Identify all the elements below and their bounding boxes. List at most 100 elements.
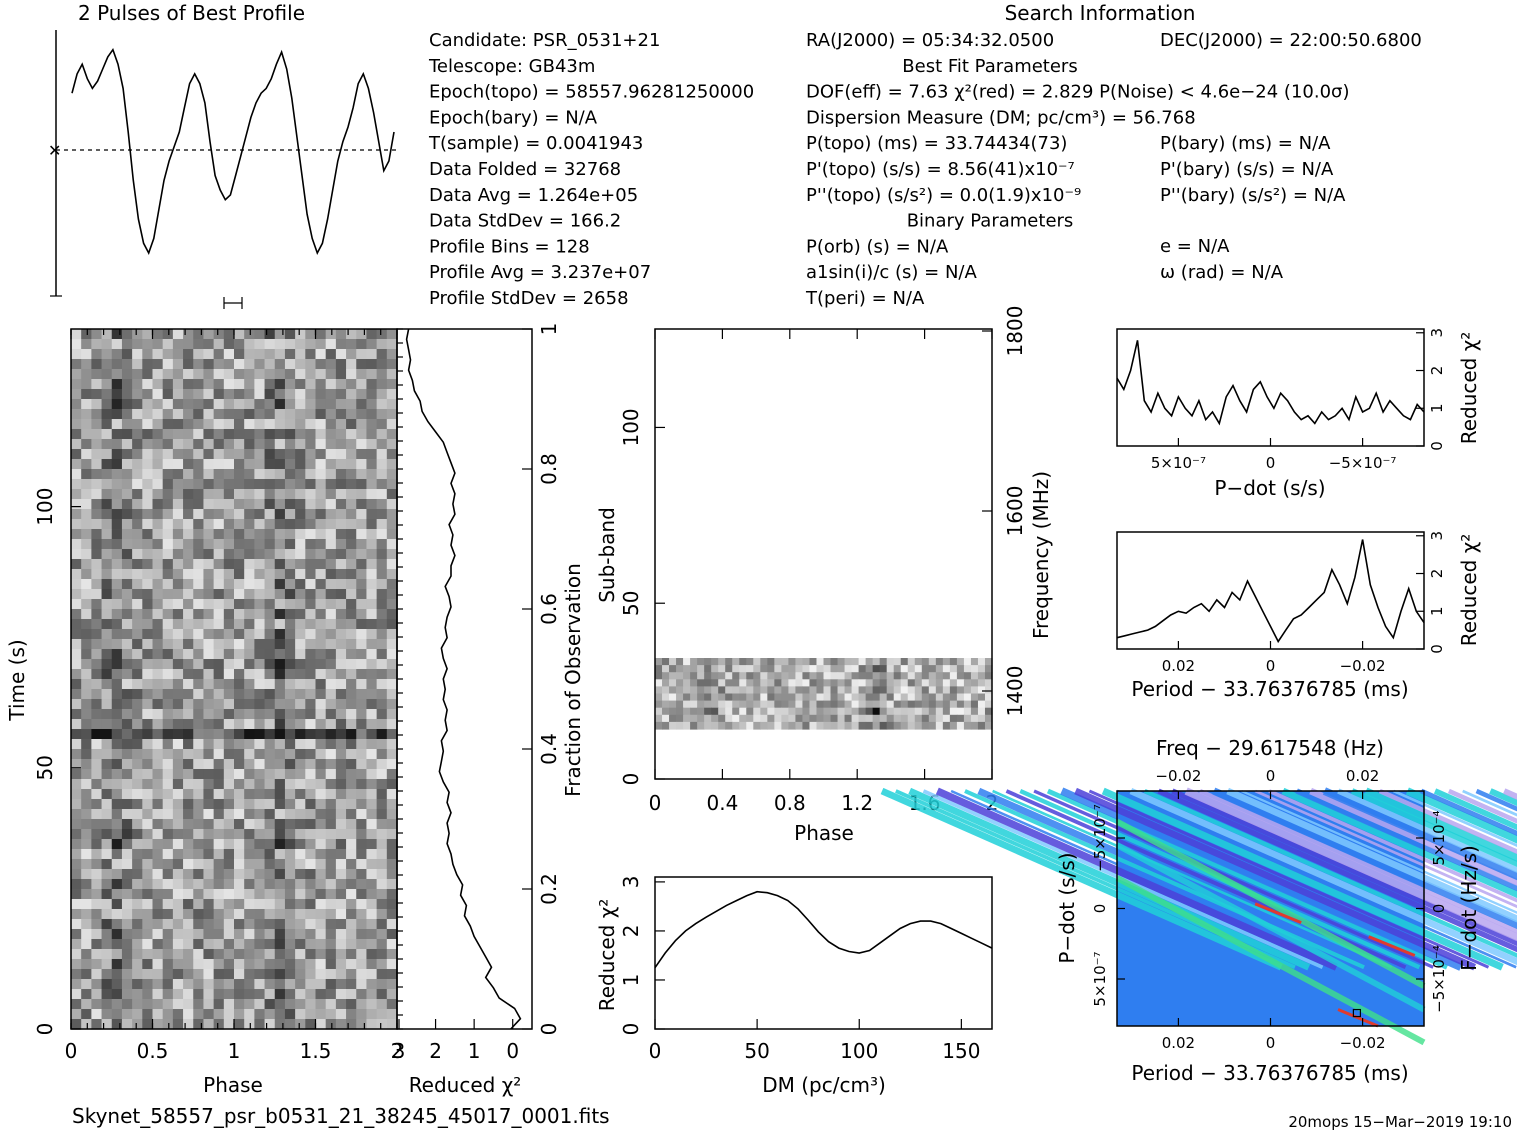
tick-label: 0 <box>1428 644 1446 654</box>
tick-label: 50 <box>619 590 643 615</box>
info-line: Data Folded = 32768 <box>429 159 621 180</box>
tick-label: 100 <box>840 1039 878 1063</box>
tick-label: −5×10⁻⁷ <box>1091 804 1109 872</box>
fraction-obs-label: Fraction of Observation <box>561 563 585 797</box>
timestamp: 20mops 15−Mar−2019 19:10 <box>1288 1113 1512 1131</box>
redchi-time-panel: 3 2 1 0 0 0.2 0.4 0.6 0.8 1 Reduced χ² Fraction o… <box>393 323 585 1097</box>
info-column-fit: RA(J2000) = 05:34:32.0500 Best Fit Parame… <box>805 30 1349 309</box>
info-line: P(topo) (ms) = 33.74434(73) <box>806 133 1067 154</box>
info-line: Profile Bins = 128 <box>429 236 590 257</box>
tick-label: 0.4 <box>706 791 738 815</box>
tick-label: −5×10⁻⁷ <box>1329 454 1397 472</box>
tick-label: 5×10⁻⁴ <box>1430 810 1448 865</box>
dm-curve <box>654 890 993 969</box>
info-line: Data Avg = 1.264e+05 <box>429 185 638 206</box>
tick-label: 0 <box>1091 904 1109 914</box>
tick-label: 1.5 <box>300 1039 332 1063</box>
tick-label: 0 <box>1266 657 1276 675</box>
info-line: Telescope: GB43m <box>428 56 595 77</box>
tick-label: 1 <box>1428 403 1446 413</box>
info-line: Profile StdDev = 2658 <box>429 288 629 309</box>
info-line: P''(topo) (s/s²) = 0.0(1.9)x10⁻⁹ <box>806 185 1081 206</box>
tick-label: 1 <box>228 1039 241 1063</box>
tick-label: 0 <box>649 791 662 815</box>
info-line: T(sample) = 0.0041943 <box>428 133 643 154</box>
pdot-panel: 5×10⁻⁷ 0 −5×10⁻⁷ 0 1 2 3 P−dot (s/s) Reduced χ… <box>1116 328 1481 500</box>
info-column-bary: DEC(J2000) = 22:00:50.6800 P(bary) (ms) =… <box>1160 30 1422 283</box>
profile-curve <box>71 47 395 256</box>
info-line: Epoch(topo) = 58557.96281250000 <box>429 82 754 103</box>
info-line: Data StdDev = 166.2 <box>429 211 621 232</box>
info-line: a1sin(i)/c (s) = N/A <box>806 262 977 283</box>
period-panel: 0.02 0 −0.02 0 1 2 3 Period − 33.76376785 (ms)… <box>1116 531 1481 701</box>
tick-label: 2 <box>429 1039 442 1063</box>
tick-label: 100 <box>33 488 57 526</box>
tick-label: 0 <box>33 1023 57 1036</box>
tick-label: 150 <box>942 1039 980 1063</box>
ppdot-xlabel: Period − 33.76376785 (ms) <box>1131 1061 1408 1085</box>
tick-label: 3 <box>1428 531 1446 541</box>
redchi-time-xlabel: Reduced χ² <box>409 1073 522 1097</box>
dm-ylabel: Reduced χ² <box>595 899 619 1012</box>
info-line: Epoch(bary) = N/A <box>429 107 598 128</box>
info-line: P'(topo) (s/s) = 8.56(41)x10⁻⁷ <box>806 159 1075 180</box>
time-phase-panel: 0 0.5 1 1.5 2 0 50 100 Phase Time (s) <box>5 328 403 1097</box>
tick-label: 0.02 <box>1162 657 1195 675</box>
svg-text:✕: ✕ <box>48 141 61 160</box>
tick-label: −0.02 <box>1340 657 1386 675</box>
pdot-curve <box>1116 340 1425 426</box>
dm-xlabel: DM (pc/cm³) <box>762 1073 886 1097</box>
time-phase-image <box>71 329 398 1030</box>
tick-label: 50 <box>744 1039 769 1063</box>
period-curve <box>1116 539 1425 644</box>
tick-label: 1 <box>619 974 643 987</box>
frequency-label: Frequency (MHz) <box>1029 471 1053 639</box>
tick-label: 2 <box>619 925 643 938</box>
tick-label: 0.2 <box>537 873 561 905</box>
tick-label: 0.02 <box>1346 767 1379 785</box>
ppdot-panel: Freq − 29.617548 (Hz) −0.02 0.02 0 0 0.02 −0.… <box>880 736 1517 1085</box>
fdot-label: F−dot (Hz/s) <box>1457 845 1481 971</box>
period-ylabel: Reduced χ² <box>1457 534 1481 647</box>
time-phase-xlabel: Phase <box>203 1073 263 1097</box>
tick-label: 1 <box>468 1039 481 1063</box>
pdot-ylabel: Reduced χ² <box>1457 332 1481 445</box>
info-line: DOF(eff) = 7.63 χ²(red) = 2.829 P(Noise)… <box>806 82 1349 103</box>
info-line: e = N/A <box>1160 236 1230 257</box>
tick-label: 3 <box>393 1039 406 1063</box>
tick-label: 0.02 <box>1162 1034 1195 1052</box>
ppdot-title: Freq − 29.617548 (Hz) <box>1156 736 1384 760</box>
profile-panel: 2 Pulses of Best Profile ✕ <box>48 1 396 309</box>
tick-label: 0.6 <box>537 593 561 625</box>
info-line: P(bary) (ms) = N/A <box>1160 133 1331 154</box>
info-line: Dispersion Measure (DM; pc/cm³) = 56.768 <box>806 107 1196 128</box>
info-line: RA(J2000) = 05:34:32.0500 <box>806 30 1054 51</box>
tick-label: −5×10⁻⁴ <box>1430 945 1448 1013</box>
tick-label: 0 <box>1430 904 1448 914</box>
tick-label: 1400 <box>1003 666 1027 717</box>
tick-label: 1 <box>537 323 561 336</box>
tick-label: 2 <box>1428 569 1446 579</box>
info-line: Best Fit Parameters <box>902 56 1077 77</box>
info-line: P''(bary) (s/s²) = N/A <box>1160 185 1346 206</box>
redchi-time-curve <box>405 328 522 1030</box>
info-column-candidate: Candidate: PSR_0531+21 Telescope: GB43m Ep… <box>428 30 754 309</box>
ppdot-map <box>880 787 1517 1046</box>
dm-panel: 0 50 100 150 0 1 2 3 DM (pc/cm³) Reduced χ² <box>595 876 993 1097</box>
info-line: DEC(J2000) = 22:00:50.6800 <box>1160 30 1422 51</box>
tick-label: 0 <box>1266 454 1276 472</box>
tick-label: 5×10⁻⁷ <box>1091 951 1109 1006</box>
info-header: Search Information <box>1005 1 1196 25</box>
search-info: Search Information Candidate: PSR_0531+2… <box>428 1 1422 309</box>
info-line: Binary Parameters <box>907 211 1074 232</box>
tick-label: 1.2 <box>841 791 873 815</box>
tick-label: 0 <box>649 1039 662 1063</box>
tick-label: 1600 <box>1003 486 1027 537</box>
tick-label: 0 <box>619 1023 643 1036</box>
tick-label: 0 <box>506 1039 519 1063</box>
tick-label: 50 <box>33 755 57 780</box>
tick-label: 0 <box>65 1039 78 1063</box>
tick-label: 0 <box>1266 767 1276 785</box>
tick-label: 0 <box>619 773 643 786</box>
